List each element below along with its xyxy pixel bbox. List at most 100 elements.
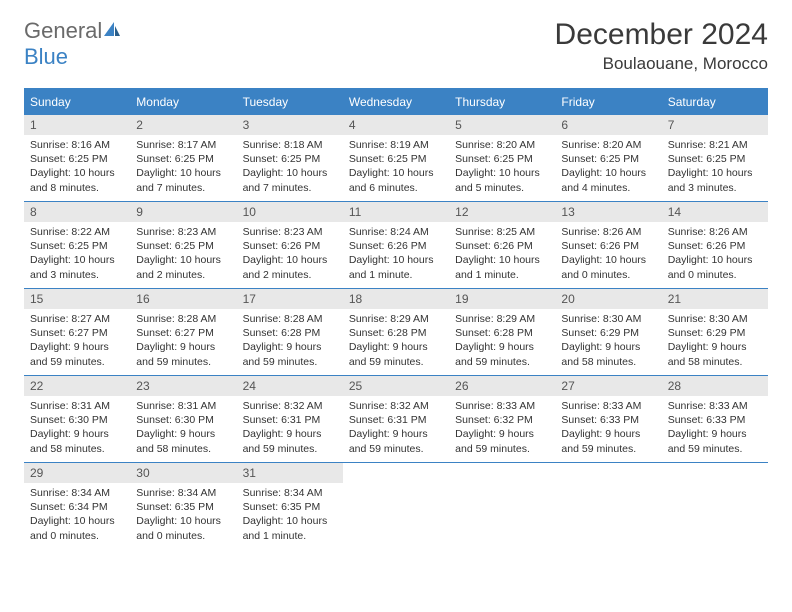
day-body: Sunrise: 8:21 AMSunset: 6:25 PMDaylight:… <box>662 135 768 195</box>
day-body: Sunrise: 8:16 AMSunset: 6:25 PMDaylight:… <box>24 135 130 195</box>
brand-word1: General <box>24 18 102 43</box>
location-label: Boulaouane, Morocco <box>555 54 768 74</box>
sunset-text: Sunset: 6:26 PM <box>668 239 762 253</box>
day-cell: 21Sunrise: 8:30 AMSunset: 6:29 PMDayligh… <box>662 289 768 375</box>
sunset-text: Sunset: 6:31 PM <box>349 413 443 427</box>
day-cell: 20Sunrise: 8:30 AMSunset: 6:29 PMDayligh… <box>555 289 661 375</box>
sunset-text: Sunset: 6:28 PM <box>243 326 337 340</box>
daylight-text: Daylight: 9 hours and 59 minutes. <box>668 427 762 455</box>
day-number: 5 <box>449 115 555 135</box>
day-cell: 11Sunrise: 8:24 AMSunset: 6:26 PMDayligh… <box>343 202 449 288</box>
day-number: 1 <box>24 115 130 135</box>
brand-word2: Blue <box>24 44 68 69</box>
daylight-text: Daylight: 9 hours and 59 minutes. <box>349 427 443 455</box>
day-body: Sunrise: 8:30 AMSunset: 6:29 PMDaylight:… <box>662 309 768 369</box>
day-number: 13 <box>555 202 661 222</box>
day-cell: 29Sunrise: 8:34 AMSunset: 6:34 PMDayligh… <box>24 463 130 549</box>
day-body: Sunrise: 8:24 AMSunset: 6:26 PMDaylight:… <box>343 222 449 282</box>
day-body: Sunrise: 8:34 AMSunset: 6:35 PMDaylight:… <box>237 483 343 543</box>
day-number: 8 <box>24 202 130 222</box>
sunrise-text: Sunrise: 8:18 AM <box>243 138 337 152</box>
dow-monday: Monday <box>130 90 236 114</box>
sunset-text: Sunset: 6:25 PM <box>30 152 124 166</box>
daylight-text: Daylight: 10 hours and 4 minutes. <box>561 166 655 194</box>
sunset-text: Sunset: 6:25 PM <box>561 152 655 166</box>
sunset-text: Sunset: 6:30 PM <box>136 413 230 427</box>
daylight-text: Daylight: 10 hours and 2 minutes. <box>243 253 337 281</box>
day-body: Sunrise: 8:19 AMSunset: 6:25 PMDaylight:… <box>343 135 449 195</box>
day-body: Sunrise: 8:34 AMSunset: 6:35 PMDaylight:… <box>130 483 236 543</box>
calendar: Sunday Monday Tuesday Wednesday Thursday… <box>24 88 768 549</box>
day-body: Sunrise: 8:32 AMSunset: 6:31 PMDaylight:… <box>343 396 449 456</box>
daylight-text: Daylight: 10 hours and 8 minutes. <box>30 166 124 194</box>
daylight-text: Daylight: 9 hours and 59 minutes. <box>455 427 549 455</box>
daylight-text: Daylight: 9 hours and 58 minutes. <box>561 340 655 368</box>
sunset-text: Sunset: 6:31 PM <box>243 413 337 427</box>
day-body: Sunrise: 8:29 AMSunset: 6:28 PMDaylight:… <box>343 309 449 369</box>
day-number: 18 <box>343 289 449 309</box>
sunrise-text: Sunrise: 8:23 AM <box>136 225 230 239</box>
daylight-text: Daylight: 9 hours and 58 minutes. <box>136 427 230 455</box>
daylight-text: Daylight: 10 hours and 0 minutes. <box>561 253 655 281</box>
sunset-text: Sunset: 6:33 PM <box>561 413 655 427</box>
weeks-container: 1Sunrise: 8:16 AMSunset: 6:25 PMDaylight… <box>24 114 768 549</box>
day-cell: 31Sunrise: 8:34 AMSunset: 6:35 PMDayligh… <box>237 463 343 549</box>
sunset-text: Sunset: 6:29 PM <box>561 326 655 340</box>
title-block: December 2024 Boulaouane, Morocco <box>555 18 768 74</box>
day-cell: 26Sunrise: 8:33 AMSunset: 6:32 PMDayligh… <box>449 376 555 462</box>
daylight-text: Daylight: 10 hours and 7 minutes. <box>243 166 337 194</box>
day-cell: 14Sunrise: 8:26 AMSunset: 6:26 PMDayligh… <box>662 202 768 288</box>
day-number: 4 <box>343 115 449 135</box>
day-number: 17 <box>237 289 343 309</box>
daylight-text: Daylight: 10 hours and 3 minutes. <box>668 166 762 194</box>
day-cell: 25Sunrise: 8:32 AMSunset: 6:31 PMDayligh… <box>343 376 449 462</box>
day-number: 20 <box>555 289 661 309</box>
day-number: 12 <box>449 202 555 222</box>
sunrise-text: Sunrise: 8:29 AM <box>455 312 549 326</box>
dow-friday: Friday <box>555 90 661 114</box>
day-body: Sunrise: 8:18 AMSunset: 6:25 PMDaylight:… <box>237 135 343 195</box>
daylight-text: Daylight: 9 hours and 59 minutes. <box>243 340 337 368</box>
week-row: 15Sunrise: 8:27 AMSunset: 6:27 PMDayligh… <box>24 288 768 375</box>
day-number: 19 <box>449 289 555 309</box>
sunset-text: Sunset: 6:25 PM <box>349 152 443 166</box>
sunrise-text: Sunrise: 8:28 AM <box>136 312 230 326</box>
day-body: Sunrise: 8:34 AMSunset: 6:34 PMDaylight:… <box>24 483 130 543</box>
day-cell: 3Sunrise: 8:18 AMSunset: 6:25 PMDaylight… <box>237 115 343 201</box>
daylight-text: Daylight: 10 hours and 2 minutes. <box>136 253 230 281</box>
day-cell: 15Sunrise: 8:27 AMSunset: 6:27 PMDayligh… <box>24 289 130 375</box>
day-body: Sunrise: 8:33 AMSunset: 6:33 PMDaylight:… <box>555 396 661 456</box>
day-cell: 19Sunrise: 8:29 AMSunset: 6:28 PMDayligh… <box>449 289 555 375</box>
day-body: Sunrise: 8:26 AMSunset: 6:26 PMDaylight:… <box>662 222 768 282</box>
sunrise-text: Sunrise: 8:27 AM <box>30 312 124 326</box>
day-number: 16 <box>130 289 236 309</box>
day-cell: 18Sunrise: 8:29 AMSunset: 6:28 PMDayligh… <box>343 289 449 375</box>
dow-tuesday: Tuesday <box>237 90 343 114</box>
sunrise-text: Sunrise: 8:32 AM <box>243 399 337 413</box>
day-number: 23 <box>130 376 236 396</box>
sunrise-text: Sunrise: 8:34 AM <box>30 486 124 500</box>
day-number: 7 <box>662 115 768 135</box>
daylight-text: Daylight: 10 hours and 6 minutes. <box>349 166 443 194</box>
day-body: Sunrise: 8:27 AMSunset: 6:27 PMDaylight:… <box>24 309 130 369</box>
sunset-text: Sunset: 6:26 PM <box>455 239 549 253</box>
sunset-text: Sunset: 6:25 PM <box>136 152 230 166</box>
sunset-text: Sunset: 6:30 PM <box>30 413 124 427</box>
day-cell: 24Sunrise: 8:32 AMSunset: 6:31 PMDayligh… <box>237 376 343 462</box>
daylight-text: Daylight: 10 hours and 0 minutes. <box>30 514 124 542</box>
daylight-text: Daylight: 10 hours and 1 minute. <box>243 514 337 542</box>
week-row: 29Sunrise: 8:34 AMSunset: 6:34 PMDayligh… <box>24 462 768 549</box>
month-title: December 2024 <box>555 18 768 52</box>
day-number: 27 <box>555 376 661 396</box>
sunset-text: Sunset: 6:29 PM <box>668 326 762 340</box>
day-cell: 4Sunrise: 8:19 AMSunset: 6:25 PMDaylight… <box>343 115 449 201</box>
day-number: 26 <box>449 376 555 396</box>
day-number: 14 <box>662 202 768 222</box>
day-cell <box>343 463 449 549</box>
daylight-text: Daylight: 10 hours and 7 minutes. <box>136 166 230 194</box>
sunrise-text: Sunrise: 8:34 AM <box>136 486 230 500</box>
day-number: 2 <box>130 115 236 135</box>
daylight-text: Daylight: 10 hours and 0 minutes. <box>668 253 762 281</box>
day-number: 6 <box>555 115 661 135</box>
daylight-text: Daylight: 9 hours and 59 minutes. <box>455 340 549 368</box>
